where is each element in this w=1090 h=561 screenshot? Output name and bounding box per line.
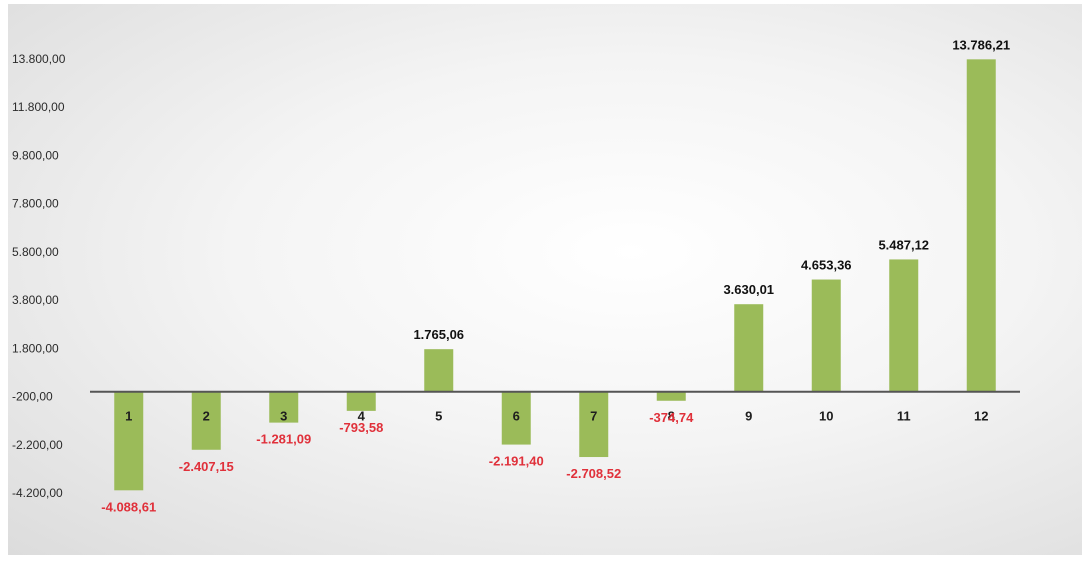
data-label: 13.786,21 xyxy=(952,37,1010,52)
bar-2 xyxy=(191,391,221,450)
bar-10 xyxy=(811,279,841,392)
bar-4 xyxy=(346,391,376,411)
bar-5 xyxy=(424,349,454,392)
y-tick-label: 13.800,00 xyxy=(12,52,66,66)
bar-3 xyxy=(269,391,299,423)
data-label: -1.281,09 xyxy=(256,432,311,447)
category-label: 12 xyxy=(974,409,988,424)
category-label: 8 xyxy=(668,409,675,424)
y-tick-label: 1.800,00 xyxy=(12,341,59,355)
category-label: 6 xyxy=(513,409,520,424)
bar-7 xyxy=(579,391,609,458)
chart-panel: 13.800,00 11.800,00 9.800,00 7.800,00 5.800,… xyxy=(8,4,1082,555)
y-tick-label: 7.800,00 xyxy=(12,197,59,211)
category-label: 5 xyxy=(435,409,442,424)
data-label: 3.630,01 xyxy=(723,282,774,297)
y-tick-label: -200,00 xyxy=(12,390,53,404)
bar-1 xyxy=(114,391,144,491)
category-label: 3 xyxy=(280,409,287,424)
category-label: 9 xyxy=(745,409,752,424)
data-label: -374,74 xyxy=(649,410,694,425)
category-label: 10 xyxy=(819,409,833,424)
data-labels: -4.088,61 -2.407,15 -1.281,09 -793,58 1.765,… xyxy=(101,37,1010,514)
category-label: 4 xyxy=(358,409,366,424)
y-tick-label: 11.800,00 xyxy=(12,100,65,114)
data-label: 4.653,36 xyxy=(801,258,852,273)
data-label: -2.191,40 xyxy=(489,454,544,469)
y-tick-label: 5.800,00 xyxy=(12,245,59,259)
bar-8 xyxy=(656,391,686,401)
category-label: 2 xyxy=(203,409,210,424)
bar-11 xyxy=(889,259,919,392)
category-labels: 1 2 3 4 5 6 7 8 9 10 11 12 xyxy=(125,409,988,424)
bar-6 xyxy=(501,391,531,445)
data-label: 1.765,06 xyxy=(413,327,464,342)
bars xyxy=(114,59,996,491)
category-label: 1 xyxy=(125,409,132,424)
y-tick-label: -2.200,00 xyxy=(12,438,63,452)
data-label: -2.407,15 xyxy=(179,459,234,474)
category-label: 11 xyxy=(897,409,911,424)
data-label: -2.708,52 xyxy=(566,466,621,481)
y-tick-label: 9.800,00 xyxy=(12,148,59,162)
data-label: -4.088,61 xyxy=(101,499,156,514)
y-axis-ticks: 13.800,00 11.800,00 9.800,00 7.800,00 5.800,… xyxy=(12,52,66,500)
bar-9 xyxy=(734,304,764,392)
bar-12 xyxy=(966,59,996,392)
data-label: 5.487,12 xyxy=(878,237,929,252)
y-tick-label: 3.800,00 xyxy=(12,293,59,307)
data-label: -793,58 xyxy=(339,420,383,435)
category-label: 7 xyxy=(590,409,597,424)
y-tick-label: -4.200,00 xyxy=(12,486,63,500)
bar-chart: 13.800,0011.800,009.800,007.800,005.800,… xyxy=(12,37,1020,514)
